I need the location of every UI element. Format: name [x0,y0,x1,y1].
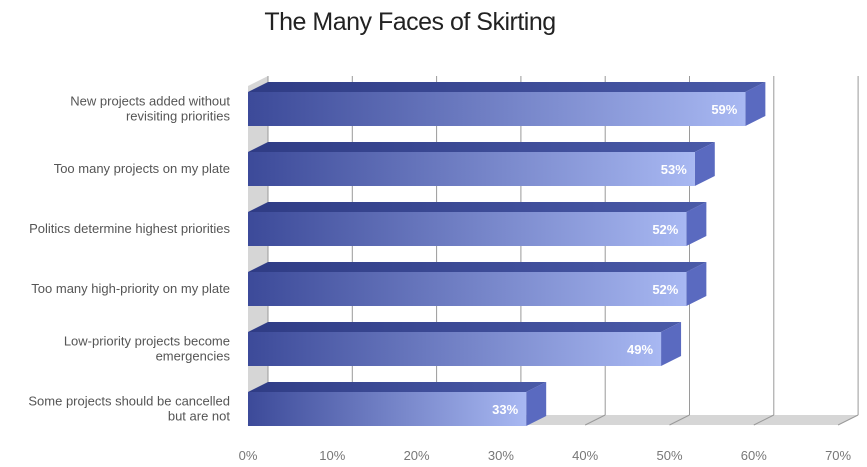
tick-label: 50% [656,448,682,463]
gridline-floor [837,414,859,426]
tick-label: 40% [572,448,598,463]
bar-top [248,142,715,152]
chart-title: The Many Faces of Skirting [264,8,556,36]
value-label: 49% [627,342,653,357]
category-label-line: Some projects should be cancelled [28,394,230,409]
bar-top [248,202,707,212]
bar-top [248,382,547,392]
bar-front [248,272,687,306]
bar: 53% [248,142,715,186]
category-label: Politics determine highest priorities [29,221,230,236]
chart-wall [248,76,859,425]
bar-side [745,82,766,126]
category-label: Low-priority projects become emergencies [64,334,231,364]
bar-front [248,152,695,186]
category-label-line: Too many projects on my plate [54,161,230,176]
value-label: 33% [492,402,518,417]
bar-front [248,212,687,246]
bar-front [248,92,746,126]
bar: 33% [248,382,547,426]
gridline-floor [669,414,690,426]
value-label: 59% [711,102,737,117]
bar-front [248,332,662,366]
category-label: Too many projects on my plate [54,161,230,176]
bars: 59% 53% 52% 52% 49% 33% [248,82,766,426]
tick-label: 10% [319,448,345,463]
bar-side [526,382,547,426]
x-axis-ticks: 0% 10% 20% 30% 40% 50% 60% 70% [239,448,852,463]
category-label-line: Too many high-priority on my plate [31,281,230,296]
bar: 49% [248,322,682,366]
bar-side [694,142,715,186]
category-label-line: but are not [168,409,231,424]
gridline-floor [584,414,606,426]
category-label-line: Low-priority projects become [64,334,230,349]
bar-front [248,392,527,426]
category-label-line: revisiting priorities [126,109,231,124]
tick-label: 20% [404,448,430,463]
category-label: Some projects should be cancelled but are… [28,394,230,424]
category-label-line: Politics determine highest priorities [29,221,230,236]
tick-label: 0% [239,448,258,463]
bar: 59% [248,82,766,126]
bar-side [686,262,707,306]
bar-top [248,262,707,272]
category-labels: New projects added without revisiting pri… [28,94,230,424]
gridline-floor [753,414,775,426]
value-label: 53% [661,162,687,177]
tick-label: 30% [488,448,514,463]
bar: 52% [248,202,707,246]
bar-side [686,202,707,246]
category-label: New projects added without revisiting pri… [70,94,230,124]
tick-label: 70% [825,448,851,463]
category-label-line: emergencies [156,349,231,364]
value-label: 52% [652,222,678,237]
gridlines [247,76,859,426]
bar-top [248,82,766,92]
category-label-line: New projects added without [70,94,230,109]
value-label: 52% [652,282,678,297]
left-wall [248,76,268,425]
tick-label: 60% [741,448,767,463]
bar-top [248,322,682,332]
bar-side [661,322,682,366]
bar: 52% [248,262,707,306]
category-label: Too many high-priority on my plate [31,281,230,296]
